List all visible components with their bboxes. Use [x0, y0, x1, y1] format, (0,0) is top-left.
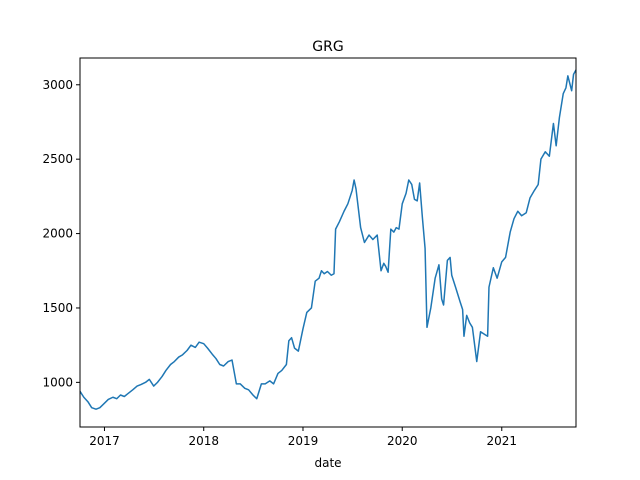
x-axis: 2017 2018 2019 2020 2021: [89, 427, 517, 448]
y-tick-label: 3000: [42, 78, 73, 92]
series-layer: [79, 69, 577, 410]
x-tick-label: 2019: [288, 434, 319, 448]
x-tick-label: 2018: [188, 434, 219, 448]
x-tick-label: 2021: [486, 434, 517, 448]
y-tick-label: 2500: [42, 152, 73, 166]
plot-frame: [79, 57, 577, 428]
y-tick-label: 1500: [42, 301, 73, 315]
y-axis: 1000 1500 2000 2500 3000: [42, 78, 80, 389]
y-tick-label: 1000: [42, 375, 73, 389]
y-tick-label: 2000: [42, 227, 73, 241]
series-line-0: [79, 69, 577, 410]
x-tick-label: 2017: [89, 434, 120, 448]
chart-title: GRG: [312, 39, 343, 55]
x-axis-label: date: [314, 456, 341, 470]
x-tick-label: 2020: [387, 434, 418, 448]
